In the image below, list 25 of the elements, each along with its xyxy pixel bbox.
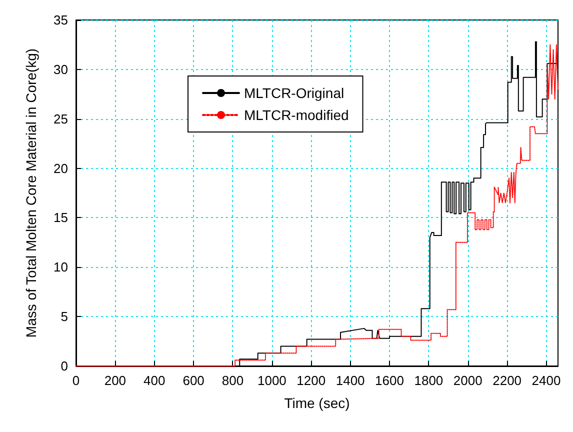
x-tick-label: 1800	[414, 373, 444, 388]
x-tick-label: 2400	[532, 373, 561, 388]
x-tick-label: 600	[182, 373, 204, 388]
x-tick-label: 0	[72, 373, 80, 388]
y-tick-label: 25	[54, 111, 68, 126]
x-tick-label: 1400	[336, 373, 365, 388]
x-tick-label: 800	[222, 373, 244, 388]
y-tick-label: 10	[54, 260, 68, 275]
y-tick-label: 0	[60, 358, 68, 374]
legend-label: MLTCR-Original	[244, 85, 344, 101]
x-tick-label: 400	[144, 373, 166, 388]
legend-label: MLTCR-modified	[244, 107, 349, 123]
x-tick-label: 2200	[492, 373, 522, 388]
x-axis-title: Time (sec)	[284, 395, 350, 411]
y-tick-label: 30	[54, 62, 68, 77]
y-axis-title: Mass of Total Molten Core Material in Core(kg)	[23, 48, 39, 338]
y-tick-label: 20	[54, 160, 68, 176]
y-tick-label: 35	[54, 12, 68, 28]
x-tick-label: 1000	[257, 373, 286, 388]
x-tick-label: 200	[104, 373, 126, 388]
x-tick-label: 2000	[453, 373, 482, 388]
y-tick-label: 5	[60, 309, 68, 324]
x-tick-label: 1600	[375, 373, 404, 388]
x-tick-label: 1200	[296, 373, 326, 388]
y-tick-label: 15	[54, 210, 68, 226]
